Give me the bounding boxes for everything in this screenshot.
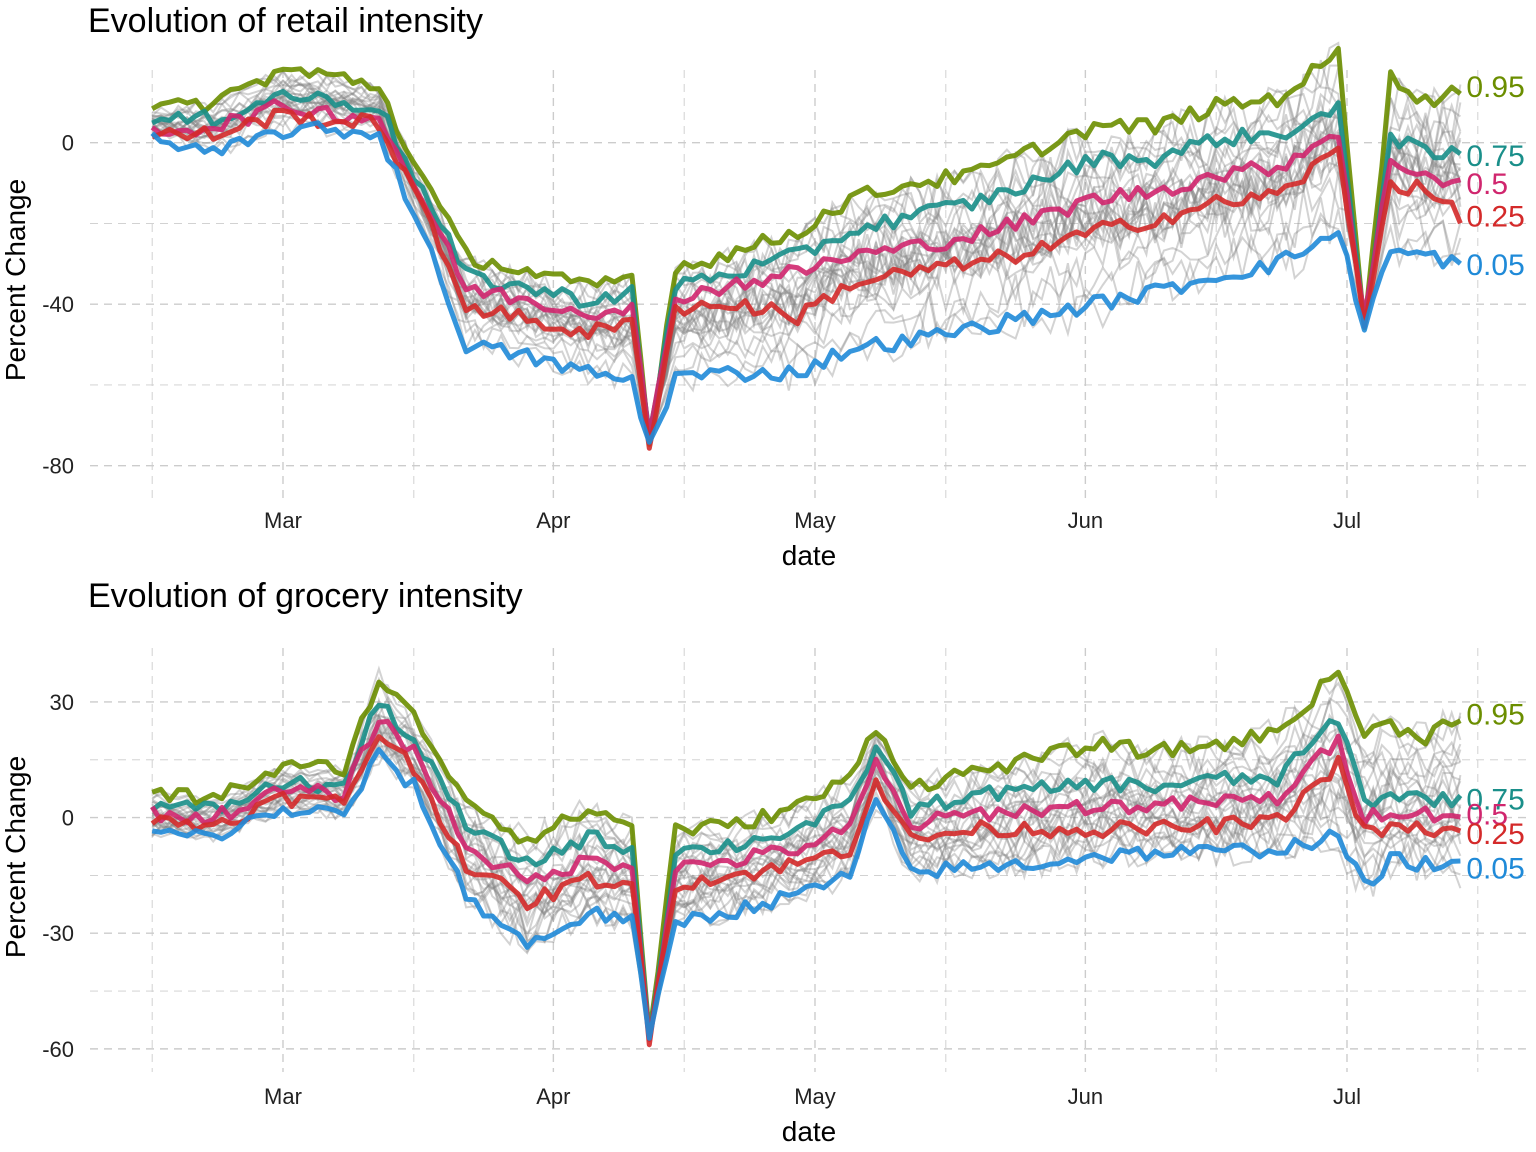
grocery-y-tick-label: -30 [42,921,74,946]
retail-region-line [151,90,1462,444]
grocery-quantile-label: 0.05 [1466,853,1524,886]
retail-y-tick-label: -80 [42,454,74,479]
retail-y-tick-label: 0 [62,131,74,156]
grocery-quantile-line [150,702,1463,1042]
grocery-x-tick-label: Mar [264,1084,302,1109]
retail-region-line [152,64,1462,443]
grocery-quantile-label: 0.75 [1466,783,1524,816]
grocery-y-axis-title: Percent Change [0,756,31,958]
retail-region-line [151,98,1462,444]
retail-region-line [151,117,1461,449]
retail-quantile-label: 0.5 [1466,168,1508,201]
retail-y-tick-label: -40 [42,292,74,317]
grocery-region-line [151,739,1462,1040]
grocery-x-tick-label: Apr [536,1084,570,1109]
grocery-quantile-label: 0.5 [1466,799,1508,832]
retail-quantile-line [150,45,1462,447]
retail-x-tick-label: Apr [536,508,570,533]
retail-region-line [151,67,1461,443]
retail-panel: Evolution of retail intensity date Perce… [0,2,1532,571]
retail-quantile-label: 0.05 [1466,249,1524,282]
retail-quantile-line [151,107,1463,451]
grocery-region-line [151,742,1462,1041]
retail-x-tick-label: Mar [264,508,302,533]
retail-quantile-label: 0.25 [1466,200,1524,233]
grocery-x-tick-label: May [794,1084,836,1109]
grocery-quantile-label: 0.25 [1466,818,1524,851]
grocery-region-line [151,728,1462,1041]
retail-quantile-label: 0.95 [1466,71,1524,104]
retail-region-line [151,109,1462,445]
grocery-quantile-label: 0.95 [1466,699,1524,732]
retail-x-tick-label: Jun [1068,508,1103,533]
grocery-region-line [151,717,1462,1040]
retail-quantile-line [151,88,1462,437]
retail-region-line [151,94,1462,444]
grocery-x-tick-label: Jul [1333,1084,1361,1109]
grocery-region-line [151,665,1462,1037]
grocery-chart-title: Evolution of grocery intensity [88,577,523,615]
retail-quantile-label: 0.75 [1466,140,1524,173]
retail-x-tick-label: May [794,508,836,533]
retail-region-line [152,69,1462,443]
grocery-quantile-line [151,669,1462,1038]
grocery-quantile-line [150,719,1461,1043]
retail-y-axis-title: Percent Change [0,179,31,381]
grocery-y-tick-label: -60 [42,1037,74,1062]
grocery-y-tick-label: 30 [50,690,74,715]
grocery-quantile-line [151,747,1461,1041]
retail-quantile-line [150,120,1462,445]
retail-x-axis-title: date [782,540,837,571]
retail-chart-title: Evolution of retail intensity [88,2,483,40]
grocery-x-axis-title: date [782,1116,837,1147]
grocery-x-tick-label: Jun [1068,1084,1103,1109]
grocery-region-line [151,714,1462,1040]
retail-x-tick-label: Jul [1333,508,1361,533]
grocery-panel: Evolution of grocery intensity Percent C… [0,577,1532,1147]
grocery-quantile-line [150,734,1462,1048]
retail-region-line [151,83,1462,444]
grocery-y-tick-label: 0 [62,806,74,831]
